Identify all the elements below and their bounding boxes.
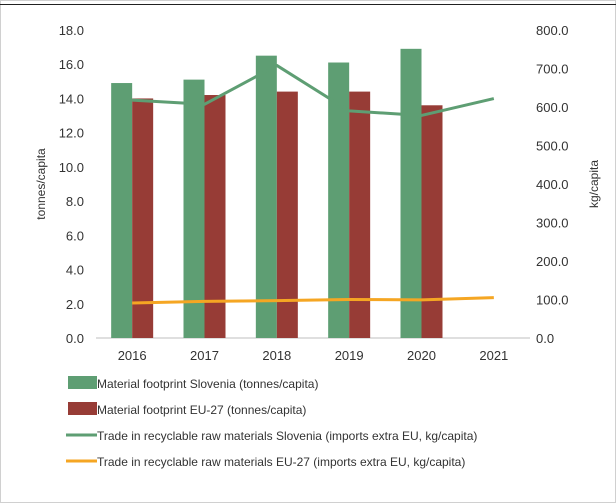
bar-eu27 <box>204 95 226 339</box>
line-eu27 <box>132 296 494 305</box>
legend-label: Trade in recyclable raw materials Sloven… <box>97 429 477 443</box>
y-left-tick-label: 18.0 <box>59 23 84 38</box>
y-left-tick-label: 0.0 <box>66 331 84 346</box>
y-right-tick-label: 600.0 <box>536 100 569 115</box>
bar-slovenia <box>400 48 422 338</box>
top-rule <box>0 4 616 5</box>
bar-eu27 <box>132 98 154 338</box>
bar-slovenia <box>255 55 277 339</box>
y-left-tick-label: 6.0 <box>66 228 84 243</box>
x-tick-label: 2021 <box>479 348 508 363</box>
bar-slovenia <box>328 62 350 339</box>
x-tick-label: 2020 <box>407 348 436 363</box>
bar-eu27 <box>349 91 371 338</box>
legend-swatch <box>68 376 97 389</box>
bar-slovenia <box>111 83 133 339</box>
y-left-tick-label: 12.0 <box>59 126 84 141</box>
y-left-tick-label: 16.0 <box>59 57 84 72</box>
y-right-tick-label: 100.0 <box>536 293 569 308</box>
y-right-tick-label: 500.0 <box>536 139 569 154</box>
bar-eu27 <box>421 105 443 339</box>
y-right-tick-label: 400.0 <box>536 177 569 192</box>
y-left-tick-label: 8.0 <box>66 194 84 209</box>
y-left-tick-label: 14.0 <box>59 91 84 106</box>
legend-label: Material footprint EU-27 (tonnes/capita) <box>97 403 306 417</box>
legend-label: Material footprint Slovenia (tonnes/capi… <box>97 377 318 391</box>
y-left-tick-label: 4.0 <box>66 263 84 278</box>
y-right-tick-label: 300.0 <box>536 216 569 231</box>
bar-slovenia <box>183 79 205 338</box>
x-tick-label: 2018 <box>262 348 291 363</box>
bar-eu27 <box>276 91 298 338</box>
x-tick-label: 2019 <box>335 348 364 363</box>
y-right-tick-label: 200.0 <box>536 254 569 269</box>
y-right-tick-label: 0.0 <box>536 331 554 346</box>
y-left-tick-label: 2.0 <box>66 297 84 312</box>
legend-label: Trade in recyclable raw materials EU-27 … <box>97 455 465 469</box>
y-right-tick-label: 700.0 <box>536 62 569 77</box>
legend-swatch <box>68 402 97 415</box>
y-left-tick-label: 10.0 <box>59 160 84 175</box>
y-right-tick-label: 800.0 <box>536 23 569 38</box>
y-right-axis-title: kg/capita <box>587 160 601 208</box>
x-tick-label: 2016 <box>118 348 147 363</box>
line-slovenia <box>132 63 495 117</box>
x-tick-label: 2017 <box>190 348 219 363</box>
y-left-axis-title: tonnes/capita <box>34 148 48 220</box>
